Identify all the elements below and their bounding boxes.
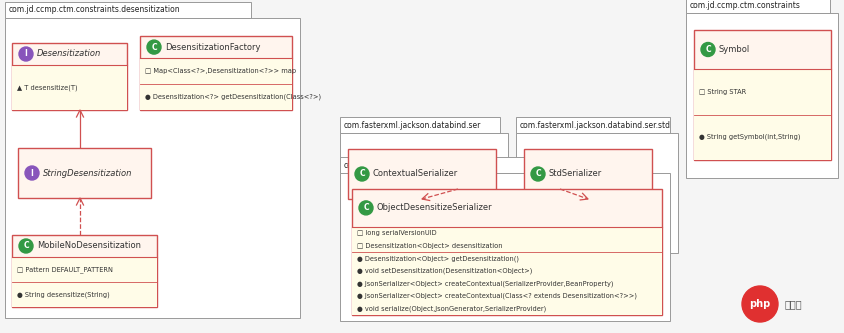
Text: C: C bbox=[363, 203, 368, 212]
Text: C: C bbox=[534, 169, 540, 178]
Text: com.jd.ccmp.ctm.constraints.desensitization: com.jd.ccmp.ctm.constraints.desensitizat… bbox=[9, 6, 181, 15]
Text: □ String STAR: □ String STAR bbox=[698, 89, 745, 95]
Text: C: C bbox=[705, 45, 710, 54]
Circle shape bbox=[741, 286, 777, 322]
Text: ContextualSerializer: ContextualSerializer bbox=[372, 169, 457, 178]
Circle shape bbox=[19, 47, 33, 61]
Bar bbox=[693, 69, 830, 160]
Text: C: C bbox=[23, 241, 29, 250]
Circle shape bbox=[701, 43, 714, 57]
Bar bbox=[693, 30, 830, 160]
Text: C: C bbox=[151, 43, 157, 52]
Circle shape bbox=[25, 166, 39, 180]
Bar bbox=[140, 36, 292, 110]
Text: ● String getSymbol(int,String): ● String getSymbol(int,String) bbox=[698, 134, 799, 141]
Bar bbox=[12, 235, 157, 307]
Bar bbox=[12, 65, 127, 110]
Text: □ Map<Class<?>,Desensitization<?>> map: □ Map<Class<?>,Desensitization<?>> map bbox=[145, 68, 295, 74]
Bar bbox=[140, 58, 292, 110]
Text: □ long serialVersionUID: □ long serialVersionUID bbox=[356, 230, 436, 236]
Text: ● void serialize(Object,JsonGenerator,SerializerProvider): ● void serialize(Object,JsonGenerator,Se… bbox=[356, 305, 545, 312]
Bar bbox=[5, 2, 252, 18]
Text: ▲ T desensitize(T): ▲ T desensitize(T) bbox=[17, 84, 78, 91]
Bar bbox=[339, 117, 499, 133]
Text: ● Desensitization<?> getDesensitization(Class<?>): ● Desensitization<?> getDesensitization(… bbox=[145, 94, 321, 100]
Bar bbox=[685, 13, 837, 178]
Text: ● String desensitize(String): ● String desensitize(String) bbox=[17, 291, 110, 298]
Text: I: I bbox=[30, 168, 34, 177]
Bar bbox=[523, 149, 652, 199]
Text: 中文网: 中文网 bbox=[784, 299, 802, 309]
Text: DesensitizationFactory: DesensitizationFactory bbox=[165, 43, 260, 52]
Text: StdSerializer: StdSerializer bbox=[549, 169, 602, 178]
Circle shape bbox=[530, 167, 544, 181]
Text: ● Desensitization<Object> getDesensitization(): ● Desensitization<Object> getDesensitiza… bbox=[356, 255, 518, 261]
Text: □ Pattern DEFAULT_PATTERN: □ Pattern DEFAULT_PATTERN bbox=[17, 266, 113, 273]
Circle shape bbox=[147, 40, 161, 54]
Circle shape bbox=[354, 167, 369, 181]
Text: MobileNoDesensitization: MobileNoDesensitization bbox=[37, 241, 141, 250]
Text: com.jd.ccmp.ctm.constraints: com.jd.ccmp.ctm.constraints bbox=[690, 1, 800, 10]
Text: com.fasterxml.jackson.databind.ser: com.fasterxml.jackson.databind.ser bbox=[344, 121, 481, 130]
Text: com.fasterxml.jackson.databind.ser.std: com.fasterxml.jackson.databind.ser.std bbox=[519, 121, 670, 130]
Circle shape bbox=[359, 201, 372, 215]
Bar bbox=[339, 173, 669, 321]
Bar bbox=[12, 257, 157, 307]
Bar bbox=[18, 148, 151, 198]
Text: com.jd.ccmp.ctm.constraints.serializer: com.jd.ccmp.ctm.constraints.serializer bbox=[344, 161, 492, 169]
Bar bbox=[5, 18, 300, 318]
Bar bbox=[685, 0, 830, 13]
Text: □ Desensitization<Object> desensitization: □ Desensitization<Object> desensitizatio… bbox=[356, 243, 502, 249]
Text: ● JsonSerializer<Object> createContextual(Class<? extends Desensitization<?>>): ● JsonSerializer<Object> createContextua… bbox=[356, 293, 636, 299]
Bar bbox=[339, 133, 507, 253]
Text: ● JsonSerializer<Object> createContextual(SerializerProvider,BeanProperty): ● JsonSerializer<Object> createContextua… bbox=[356, 280, 613, 287]
Circle shape bbox=[19, 239, 33, 253]
Text: I: I bbox=[24, 50, 27, 59]
Bar bbox=[12, 43, 127, 110]
Bar bbox=[516, 133, 677, 253]
Bar bbox=[352, 227, 661, 315]
Text: StringDesensitization: StringDesensitization bbox=[43, 168, 133, 177]
Text: Symbol: Symbol bbox=[718, 45, 749, 54]
Bar bbox=[516, 117, 669, 133]
Text: ● void setDesensitization(Desensitization<Object>): ● void setDesensitization(Desensitizatio… bbox=[356, 268, 532, 274]
Text: Desensitization: Desensitization bbox=[37, 50, 101, 59]
Text: C: C bbox=[359, 169, 365, 178]
Bar bbox=[348, 149, 495, 199]
Text: php: php bbox=[749, 299, 770, 309]
Text: ObjectDesensitizeSerializer: ObjectDesensitizeSerializer bbox=[376, 203, 492, 212]
Bar bbox=[352, 189, 661, 315]
Bar bbox=[339, 157, 559, 173]
